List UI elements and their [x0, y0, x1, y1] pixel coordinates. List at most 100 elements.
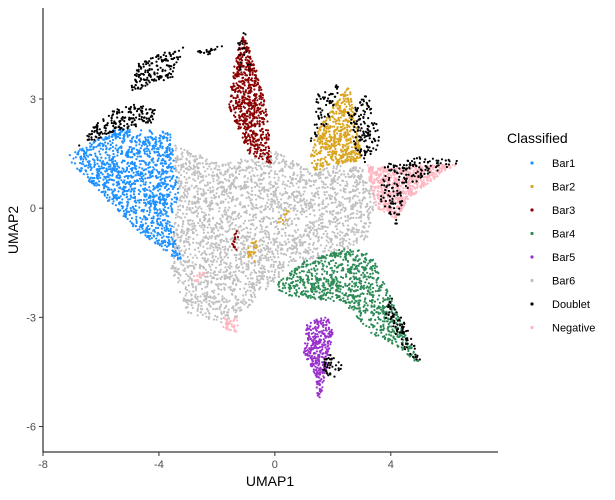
- data-point: [188, 236, 191, 239]
- series-bar1: [68, 128, 182, 261]
- data-point: [177, 208, 180, 211]
- data-point: [139, 147, 142, 150]
- data-point: [220, 317, 223, 320]
- data-point: [245, 226, 248, 229]
- data-point: [284, 231, 287, 234]
- data-point: [185, 234, 188, 237]
- data-point: [242, 271, 245, 274]
- data-point: [356, 209, 359, 212]
- data-point: [295, 250, 298, 254]
- data-point: [239, 161, 242, 164]
- data-point: [175, 198, 178, 201]
- data-point: [138, 177, 141, 180]
- data-point: [270, 270, 273, 273]
- data-point: [153, 187, 156, 190]
- data-point: [114, 204, 117, 207]
- data-point: [187, 303, 190, 306]
- data-point: [226, 215, 229, 218]
- data-point: [260, 173, 263, 176]
- data-point: [144, 195, 147, 198]
- data-point: [275, 237, 278, 240]
- data-point: [192, 171, 195, 174]
- data-point: [217, 175, 220, 178]
- data-point: [217, 257, 220, 260]
- data-point: [172, 159, 175, 162]
- data-point: [291, 238, 294, 242]
- data-point: [99, 176, 102, 179]
- data-point: [145, 226, 148, 229]
- data-point: [282, 180, 285, 183]
- data-point: [325, 125, 329, 128]
- data-point: [391, 215, 394, 218]
- data-point: [372, 201, 376, 204]
- data-point: [324, 205, 327, 208]
- data-point: [275, 222, 278, 225]
- data-point: [269, 265, 272, 268]
- data-point: [341, 242, 345, 245]
- data-point: [116, 135, 119, 138]
- data-point: [366, 210, 369, 213]
- data-point: [212, 177, 215, 180]
- data-point: [224, 306, 227, 309]
- data-point: [147, 166, 150, 169]
- data-point: [208, 302, 211, 305]
- data-point: [266, 195, 269, 198]
- data-point: [309, 248, 312, 251]
- data-point: [204, 312, 207, 315]
- data-point: [223, 251, 226, 254]
- data-point: [345, 239, 348, 242]
- data-point: [337, 142, 340, 145]
- data-point: [431, 172, 434, 175]
- data-point: [220, 311, 223, 314]
- data-point: [341, 240, 344, 243]
- data-point: [186, 149, 189, 153]
- data-point: [271, 217, 274, 220]
- data-point: [265, 164, 268, 168]
- data-point: [255, 203, 258, 207]
- data-point: [227, 162, 230, 165]
- data-point: [170, 202, 173, 205]
- data-point: [167, 193, 170, 196]
- data-point: [260, 205, 263, 208]
- data-point: [217, 287, 220, 290]
- data-point: [120, 171, 124, 175]
- data-point: [266, 246, 269, 249]
- data-point: [168, 139, 172, 142]
- data-point: [169, 136, 172, 139]
- data-point: [100, 171, 103, 174]
- data-point: [187, 311, 190, 314]
- data-point: [170, 177, 173, 180]
- data-point: [247, 244, 250, 247]
- data-point: [341, 231, 344, 234]
- data-point: [228, 267, 231, 270]
- data-point: [182, 212, 185, 215]
- data-point: [206, 307, 209, 310]
- data-point: [93, 159, 96, 162]
- data-point: [193, 211, 196, 214]
- data-point: [331, 186, 334, 189]
- data-point: [319, 176, 322, 180]
- data-point: [83, 152, 86, 155]
- data-point: [244, 169, 248, 172]
- data-point: [202, 228, 205, 231]
- data-point: [240, 160, 243, 163]
- data-point: [110, 170, 113, 173]
- data-point: [316, 190, 320, 193]
- data-point: [181, 222, 185, 226]
- data-point: [221, 245, 224, 249]
- data-point: [108, 188, 111, 191]
- data-point: [349, 91, 352, 94]
- data-point: [132, 210, 135, 213]
- data-point: [249, 231, 252, 234]
- data-point: [196, 163, 199, 166]
- data-point: [312, 223, 315, 226]
- data-point: [369, 200, 372, 203]
- data-point: [200, 180, 203, 183]
- data-point: [197, 283, 200, 286]
- data-point: [156, 222, 160, 225]
- data-point: [128, 145, 131, 149]
- data-point: [389, 174, 392, 177]
- data-point: [251, 208, 254, 211]
- data-point: [215, 260, 218, 263]
